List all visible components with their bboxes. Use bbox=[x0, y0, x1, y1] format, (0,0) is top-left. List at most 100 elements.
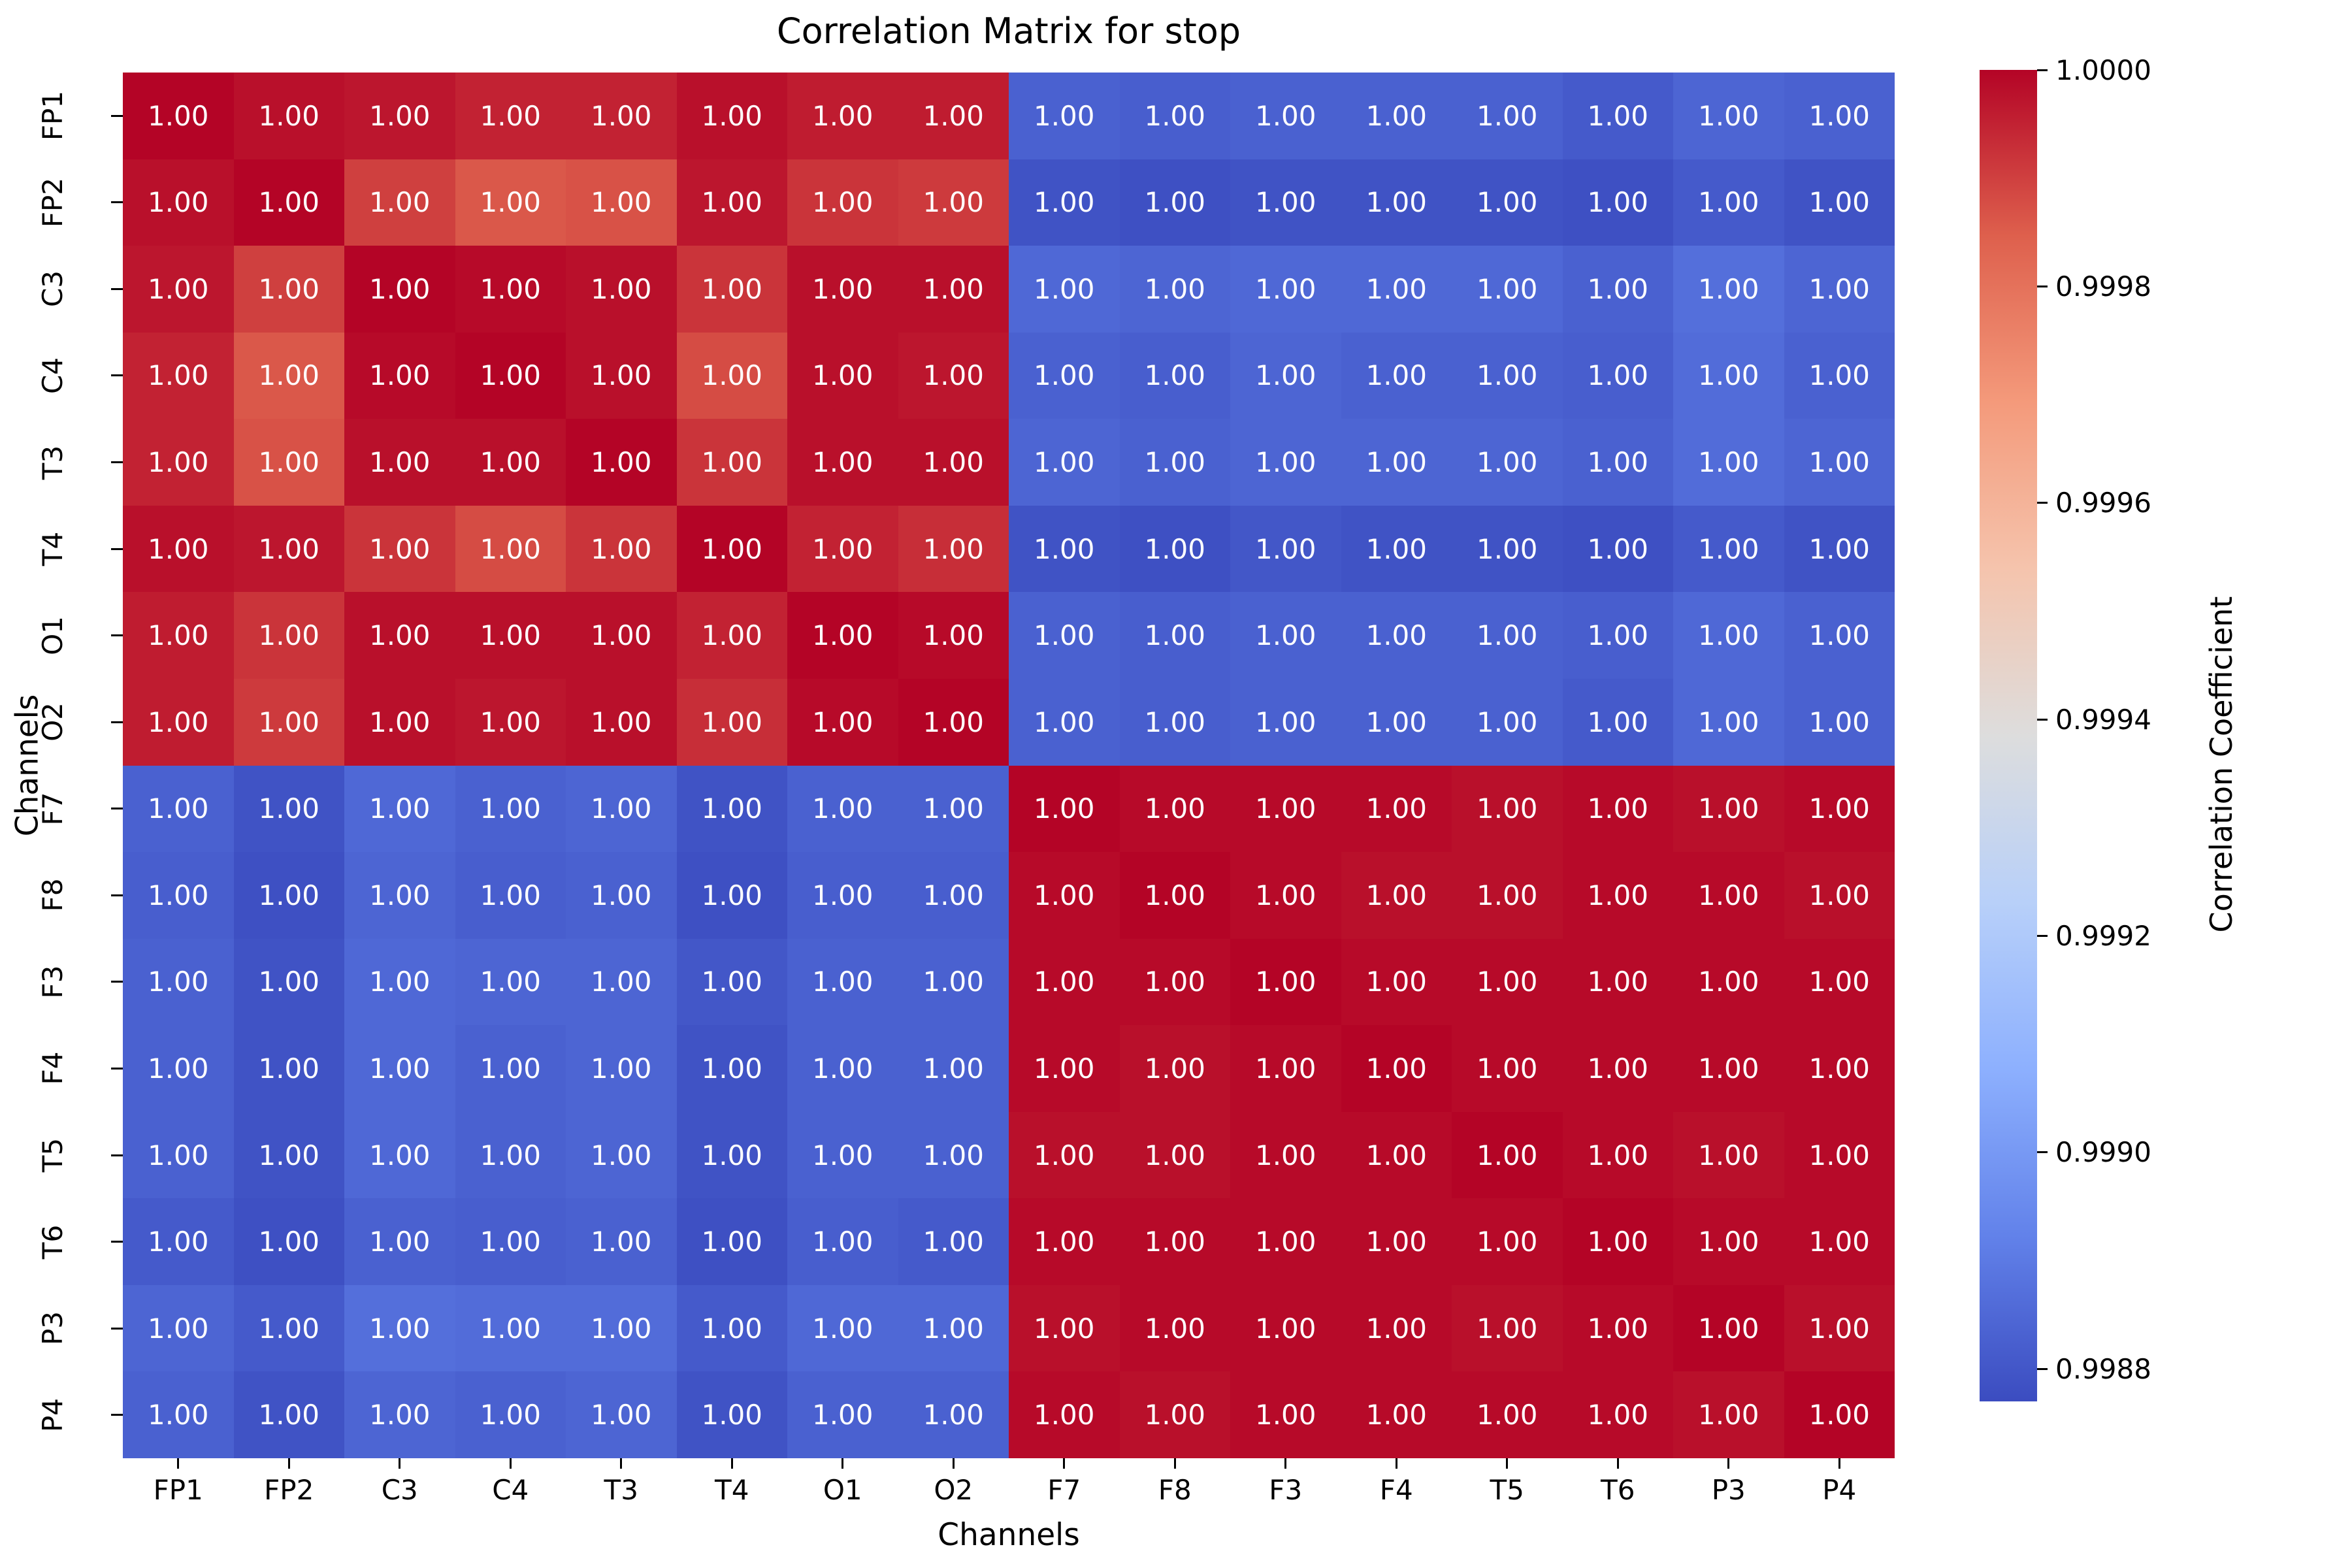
heatmap-cell: 1.00 bbox=[1119, 159, 1230, 246]
heatmap-cell: 1.00 bbox=[676, 1025, 787, 1112]
heatmap-cell-value: 1.00 bbox=[147, 619, 209, 652]
heatmap-cell: 1.00 bbox=[1230, 246, 1341, 333]
heatmap-cell: 1.00 bbox=[1673, 505, 1784, 593]
heatmap-cell: 1.00 bbox=[898, 1111, 1009, 1199]
heatmap-cell-value: 1.00 bbox=[1365, 1052, 1427, 1085]
x-tick-label: P4 bbox=[1822, 1474, 1857, 1506]
y-tick-mark bbox=[111, 201, 123, 204]
heatmap-cell-value: 1.00 bbox=[1365, 706, 1427, 738]
heatmap-cell-value: 1.00 bbox=[1697, 532, 1759, 565]
heatmap-cell-value: 1.00 bbox=[258, 359, 319, 392]
y-tick-mark bbox=[111, 721, 123, 723]
heatmap-cell-value: 1.00 bbox=[1476, 1312, 1538, 1345]
heatmap-cell-value: 1.00 bbox=[701, 1312, 762, 1345]
x-tick-mark bbox=[1506, 1458, 1509, 1469]
heatmap-cell-value: 1.00 bbox=[811, 272, 874, 305]
heatmap-cell-value: 1.00 bbox=[1587, 186, 1648, 219]
heatmap-cell-value: 1.00 bbox=[1697, 619, 1759, 652]
heatmap-cell-value: 1.00 bbox=[258, 619, 319, 652]
heatmap-cell-value: 1.00 bbox=[1033, 186, 1095, 219]
heatmap-cell-value: 1.00 bbox=[1254, 619, 1316, 652]
x-tick-mark bbox=[730, 1458, 733, 1469]
heatmap-cell: 1.00 bbox=[1009, 1025, 1120, 1112]
heatmap-cell-value: 1.00 bbox=[368, 1399, 431, 1431]
heatmap-cell: 1.00 bbox=[787, 852, 898, 939]
heatmap-cell: 1.00 bbox=[1784, 73, 1895, 159]
heatmap-cell: 1.00 bbox=[233, 505, 344, 593]
heatmap-cell-value: 1.00 bbox=[1144, 1139, 1205, 1171]
heatmap-cell-value: 1.00 bbox=[1144, 359, 1205, 392]
heatmap-cell-value: 1.00 bbox=[1808, 792, 1870, 825]
heatmap-cell-value: 1.00 bbox=[923, 619, 984, 652]
heatmap-cell-value: 1.00 bbox=[480, 99, 541, 132]
heatmap-cell: 1.00 bbox=[898, 852, 1009, 939]
heatmap-cell-value: 1.00 bbox=[147, 446, 209, 479]
heatmap-cell: 1.00 bbox=[1673, 1284, 1784, 1372]
heatmap-cell: 1.00 bbox=[233, 246, 344, 333]
heatmap-cell: 1.00 bbox=[233, 419, 344, 506]
heatmap-cell-value: 1.00 bbox=[1254, 186, 1316, 219]
heatmap-cell: 1.00 bbox=[898, 1025, 1009, 1112]
heatmap-cell-value: 1.00 bbox=[1254, 359, 1316, 392]
heatmap-cell: 1.00 bbox=[1452, 332, 1563, 419]
heatmap-cell-value: 1.00 bbox=[1476, 1399, 1538, 1431]
heatmap-cell-value: 1.00 bbox=[923, 706, 984, 738]
heatmap-cell-value: 1.00 bbox=[480, 619, 541, 652]
heatmap-cell-value: 1.00 bbox=[258, 186, 319, 219]
heatmap-cell-value: 1.00 bbox=[480, 1052, 541, 1085]
heatmap-cell-value: 1.00 bbox=[1033, 532, 1095, 565]
x-tick-label: F8 bbox=[1158, 1474, 1192, 1506]
heatmap-cell: 1.00 bbox=[1562, 852, 1673, 939]
heatmap-cell-value: 1.00 bbox=[368, 879, 431, 911]
heatmap-cell: 1.00 bbox=[1673, 246, 1784, 333]
heatmap-cell-value: 1.00 bbox=[1697, 186, 1759, 219]
heatmap-cell: 1.00 bbox=[1784, 1284, 1895, 1372]
heatmap-cell: 1.00 bbox=[344, 419, 455, 506]
heatmap-cell-value: 1.00 bbox=[1254, 272, 1316, 305]
x-tick-label: FP1 bbox=[153, 1474, 203, 1506]
heatmap-cell: 1.00 bbox=[898, 246, 1009, 333]
heatmap-cell: 1.00 bbox=[1673, 159, 1784, 246]
heatmap-cell-value: 1.00 bbox=[1697, 1226, 1759, 1258]
heatmap-cell-value: 1.00 bbox=[1144, 532, 1205, 565]
y-tick-mark bbox=[111, 461, 123, 464]
heatmap-cell-value: 1.00 bbox=[590, 446, 652, 479]
heatmap-cell-value: 1.00 bbox=[923, 99, 984, 132]
heatmap-cell-value: 1.00 bbox=[1587, 532, 1648, 565]
heatmap-cell: 1.00 bbox=[455, 765, 566, 853]
y-tick-mark bbox=[111, 808, 123, 810]
heatmap-cell-value: 1.00 bbox=[368, 359, 431, 392]
heatmap-cell-value: 1.00 bbox=[1144, 619, 1205, 652]
heatmap-cell: 1.00 bbox=[787, 938, 898, 1026]
heatmap-cell: 1.00 bbox=[787, 1284, 898, 1372]
chart-title: Correlation Matrix for stop bbox=[776, 10, 1241, 52]
heatmap-cell-value: 1.00 bbox=[1476, 966, 1538, 998]
heatmap-cell: 1.00 bbox=[566, 1284, 677, 1372]
heatmap-cell-value: 1.00 bbox=[923, 1139, 984, 1171]
heatmap-cell-value: 1.00 bbox=[590, 359, 652, 392]
heatmap-cell: 1.00 bbox=[566, 159, 677, 246]
heatmap-cell: 1.00 bbox=[676, 73, 787, 159]
x-tick-mark bbox=[841, 1458, 844, 1469]
heatmap-cell-value: 1.00 bbox=[1697, 706, 1759, 738]
heatmap-cell-value: 1.00 bbox=[147, 1052, 209, 1085]
heatmap-cell: 1.00 bbox=[1119, 765, 1230, 853]
heatmap-cell-value: 1.00 bbox=[258, 1399, 319, 1431]
heatmap-cell: 1.00 bbox=[1230, 678, 1341, 766]
x-tick-mark bbox=[620, 1458, 623, 1469]
heatmap-cell: 1.00 bbox=[233, 1371, 344, 1458]
heatmap-cell-value: 1.00 bbox=[590, 879, 652, 911]
heatmap-cell-value: 1.00 bbox=[701, 619, 762, 652]
x-tick-mark bbox=[1616, 1458, 1619, 1469]
colorbar-tick-label: 0.9988 bbox=[2055, 1352, 2151, 1385]
heatmap-cell: 1.00 bbox=[1784, 159, 1895, 246]
heatmap-cell-value: 1.00 bbox=[258, 532, 319, 565]
x-tick-mark bbox=[952, 1458, 955, 1469]
heatmap-cell: 1.00 bbox=[123, 73, 234, 159]
heatmap-cell-value: 1.00 bbox=[258, 706, 319, 738]
heatmap-cell-value: 1.00 bbox=[811, 1052, 874, 1085]
heatmap-cell: 1.00 bbox=[1119, 1198, 1230, 1285]
heatmap-cell-value: 1.00 bbox=[1476, 186, 1538, 219]
heatmap-cell-value: 1.00 bbox=[147, 186, 209, 219]
heatmap-cell: 1.00 bbox=[787, 332, 898, 419]
